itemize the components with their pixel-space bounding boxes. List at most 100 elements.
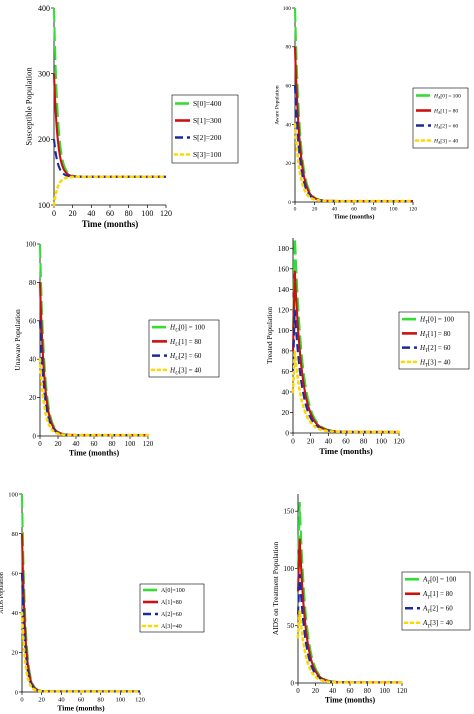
x-tick-label: 20 [69,209,77,218]
series-line-1 [38,282,148,437]
legend-entry: HA[3] = 40 [433,138,458,145]
chart-panel-3: 0 20 40 60 80 100 120 0 20 40 60 80 100 Time (months)… [13,240,220,458]
series-line-2 [20,573,140,693]
y-tick-label: 180 [278,244,290,253]
x-tick-label: 80 [371,207,377,213]
legend-entry: S[0]=400 [193,99,222,108]
legend-box [139,583,205,633]
legend: A[0]=100 A[1]=80 A[2]=60 A[3]=40 [139,583,205,633]
x-tick-label: 20 [312,207,318,213]
x-tick-label: 0 [294,207,297,213]
x-tick-label: 100 [125,440,136,448]
series-line-3 [293,123,415,203]
legend: HT[0] = 100 HT[1] = 80 HT[2] = 60 HT[3] = 4… [398,311,470,370]
x-tick-label: 100 [379,687,390,695]
x-tick-label: 0 [296,687,300,695]
x-tick-label: 100 [141,209,153,218]
x-tick-label: 20 [38,697,45,704]
y-tick-label: 100 [38,201,50,210]
y-tick-label: 120 [278,305,290,314]
x-tick-label: 60 [342,437,350,446]
y-axis-label: AIDS Population [0,572,5,614]
legend-box [401,571,471,631]
x-axis-label: Time (months) [82,219,139,229]
y-tick-label: 160 [278,264,290,273]
legend: HA[0] = 100 HA[1] = 80 HA[2] = 60 HA[3] = 4… [412,87,469,149]
x-tick-label: 120 [143,440,154,448]
series-line-1 [296,538,402,684]
legend-entry: A[0]=100 [161,588,185,594]
series-line-3 [52,175,168,207]
chart-panel-1: 0 20 40 60 80 100 120 100 200 300 400 Time (months)… [24,4,239,229]
y-tick-label: 20 [12,650,19,657]
x-tick-label: 120 [397,687,408,695]
x-tick-label: 40 [73,440,81,448]
series-line-1 [52,73,166,178]
legend-entry: HU[2] = 60 [169,352,202,362]
y-tick-label: 0 [288,200,291,206]
chart-panel-2: 0 20 40 60 80 100 120 0 20 40 60 80 100 Time (months)… [274,6,469,221]
x-tick-label: 120 [393,437,405,446]
y-axis-label: AIDS on Treatment Population [271,541,280,635]
y-tick-label: 100 [284,565,295,573]
legend-entry: HU[1] = 80 [169,338,202,348]
y-tick-label: 80 [286,45,292,51]
series-line-0 [296,501,402,684]
series-line-1 [291,270,399,434]
y-tick-label: 140 [278,285,290,294]
y-tick-label: 60 [12,570,19,577]
legend-entry: A[3]=40 [161,624,182,630]
x-tick-label: 100 [115,697,125,704]
legend-entry: S[2]=200 [193,133,222,142]
series-line-3 [20,611,142,693]
x-tick-label: 60 [347,687,355,695]
x-axis-label: Time (months) [334,214,375,221]
x-tick-label: 120 [135,697,145,704]
y-tick-label: 20 [282,408,290,417]
x-tick-label: 100 [389,207,398,213]
y-tick-label: 60 [29,317,37,325]
x-tick-label: 40 [87,209,95,218]
series-line-1 [293,46,413,203]
series-line-2 [38,320,148,437]
legend-entry: AT[2] = 60 [422,605,453,615]
x-tick-label: 60 [91,440,99,448]
x-tick-label: 80 [109,440,117,448]
legend-entry: HU[3] = 40 [169,366,202,376]
legend-box [412,87,469,149]
series-line-0 [20,493,140,693]
y-tick-label: 40 [286,122,292,128]
x-tick-label: 60 [78,697,85,704]
x-tick-label: 80 [364,687,372,695]
legend-entry: AT[3] = 40 [422,619,453,629]
series-line-0 [293,7,413,203]
series-line-2 [291,309,399,434]
x-tick-label: 60 [106,209,114,218]
x-axis-label: Time (months) [69,449,120,458]
y-tick-label: 150 [284,508,295,516]
x-axis-label: Time (months) [57,704,105,713]
legend-entry: A[2]=60 [161,612,182,618]
legend-entry: AT[0] = 100 [422,576,457,586]
legend-entry: HA[2] = 60 [433,123,458,130]
legend: AT[0] = 100 AT[1] = 80 AT[2] = 60 AT[3] = 4… [401,571,471,631]
x-tick-label: 20 [312,687,320,695]
x-tick-label: 100 [376,437,388,446]
series-line-2 [293,85,413,203]
y-tick-label: 60 [282,367,290,376]
y-tick-label: 400 [38,4,50,13]
y-tick-label: 0 [291,679,295,687]
x-tick-label: 0 [291,437,295,446]
legend-box [148,319,220,378]
chart-panel-6: 0 20 40 60 80 100 120 0 50 100 150 Time (months) AID… [271,494,471,705]
y-tick-label: 40 [29,356,37,364]
y-tick-label: 80 [29,279,37,287]
chart-panel-4: 0 20 40 60 80 100 120 0 20 40 60 80 100 120 140 160 180 T… [265,237,470,456]
legend-entry: HU[0] = 100 [169,324,205,334]
x-tick-label: 80 [360,437,368,446]
x-tick-label: 0 [52,209,56,218]
legend-box [398,311,470,370]
legend-entry: HT[3] = 40 [419,358,451,368]
y-tick-label: 20 [286,161,292,167]
